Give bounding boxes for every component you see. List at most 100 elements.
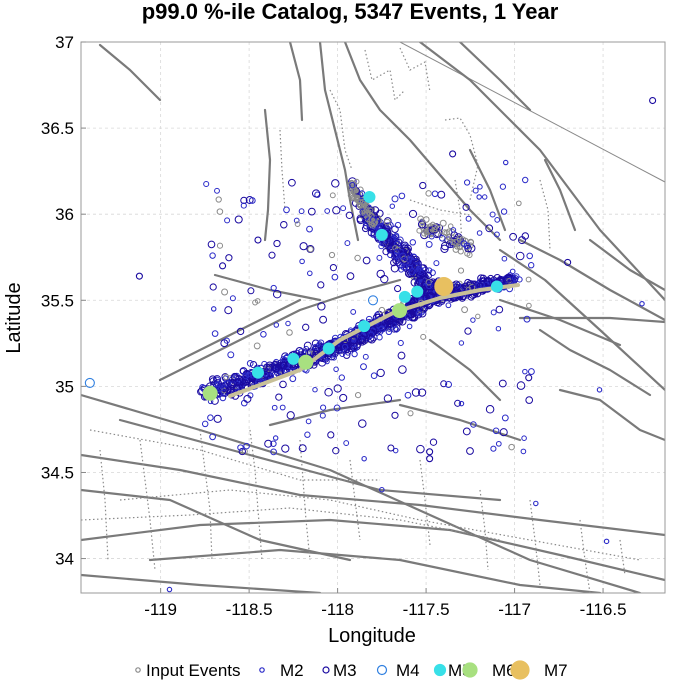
event-point xyxy=(283,362,292,371)
event-point xyxy=(477,274,486,283)
large-event-point xyxy=(202,385,218,401)
event-point xyxy=(201,420,209,428)
event-point xyxy=(242,372,249,380)
event-point xyxy=(409,239,417,246)
event-point xyxy=(319,315,328,324)
large-event-point xyxy=(411,285,424,298)
event-point xyxy=(424,271,433,280)
event-point xyxy=(352,345,358,352)
event-point xyxy=(350,308,357,315)
event-point xyxy=(279,380,287,389)
event-point xyxy=(353,194,360,201)
legend-marker xyxy=(510,660,530,680)
event-point xyxy=(221,288,229,296)
event-point xyxy=(216,242,224,249)
event-point xyxy=(216,208,224,215)
event-point xyxy=(462,427,471,436)
event-point xyxy=(351,350,358,358)
event-point xyxy=(203,180,210,188)
event-point xyxy=(467,293,475,301)
event-point xyxy=(254,236,262,244)
event-point xyxy=(518,236,526,245)
event-point xyxy=(417,220,427,229)
event-point xyxy=(526,302,532,309)
event-point xyxy=(260,331,267,338)
event-point xyxy=(366,334,375,343)
event-point xyxy=(406,309,415,318)
event-point xyxy=(458,340,465,346)
event-point xyxy=(466,447,474,455)
event-point xyxy=(419,295,426,302)
event-point xyxy=(378,325,386,333)
event-point xyxy=(338,374,345,381)
x-tick-label: -117.5 xyxy=(403,600,450,619)
event-point xyxy=(475,282,482,289)
plot-frame xyxy=(80,41,666,594)
event-point xyxy=(522,176,529,184)
x-axis-label: Longitude xyxy=(328,625,416,647)
event-point xyxy=(223,373,230,381)
event-point xyxy=(350,194,358,201)
event-point xyxy=(392,233,399,240)
event-point xyxy=(362,256,371,265)
event-point xyxy=(240,202,247,209)
event-point xyxy=(452,238,459,246)
event-point xyxy=(401,259,410,269)
chart-title: p99.0 %-ile Catalog, 5347 Events, 1 Year xyxy=(142,0,559,24)
event-point xyxy=(247,287,255,295)
event-point xyxy=(302,323,310,331)
event-point xyxy=(264,439,273,448)
event-point xyxy=(84,377,95,388)
event-point xyxy=(304,431,311,438)
event-point xyxy=(341,340,349,348)
event-point xyxy=(484,277,493,287)
event-point xyxy=(270,284,277,292)
large-event-point xyxy=(392,303,408,319)
event-point xyxy=(387,444,395,452)
event-point xyxy=(464,327,472,335)
event-point xyxy=(431,223,439,230)
event-point xyxy=(431,226,438,233)
large-event-point xyxy=(363,190,376,203)
event-point xyxy=(411,388,421,397)
event-point xyxy=(224,217,231,224)
event-point xyxy=(462,203,470,211)
legend-label: M6 xyxy=(492,661,516,680)
event-point xyxy=(450,227,457,233)
event-point xyxy=(339,351,346,357)
event-point xyxy=(528,262,535,269)
event-point xyxy=(361,455,367,462)
event-point xyxy=(406,256,413,263)
event-point xyxy=(358,419,367,428)
event-point xyxy=(360,332,367,339)
event-point xyxy=(386,244,395,253)
event-point xyxy=(418,309,427,318)
event-point xyxy=(500,208,508,215)
event-point xyxy=(368,326,378,335)
event-point xyxy=(298,444,307,453)
legend-label: M4 xyxy=(396,661,420,680)
y-tick-label: 34 xyxy=(55,550,74,569)
event-point xyxy=(272,289,282,299)
event-point xyxy=(329,192,336,199)
event-point xyxy=(429,438,438,446)
event-point xyxy=(333,384,342,393)
event-point xyxy=(214,187,220,194)
event-point xyxy=(501,255,508,262)
event-point xyxy=(240,196,248,205)
event-point xyxy=(376,368,385,378)
legend-marker xyxy=(462,662,478,678)
event-point xyxy=(389,203,396,209)
legend-marker xyxy=(322,666,330,674)
event-point xyxy=(456,235,463,242)
event-point xyxy=(367,228,376,237)
event-point xyxy=(417,388,427,397)
y-tick-label: 36 xyxy=(55,205,74,224)
event-point xyxy=(295,346,304,356)
event-point xyxy=(395,255,402,262)
event-point xyxy=(305,418,312,425)
event-point xyxy=(365,315,373,323)
event-point xyxy=(288,178,296,187)
event-point xyxy=(498,379,507,388)
event-point xyxy=(298,208,305,215)
